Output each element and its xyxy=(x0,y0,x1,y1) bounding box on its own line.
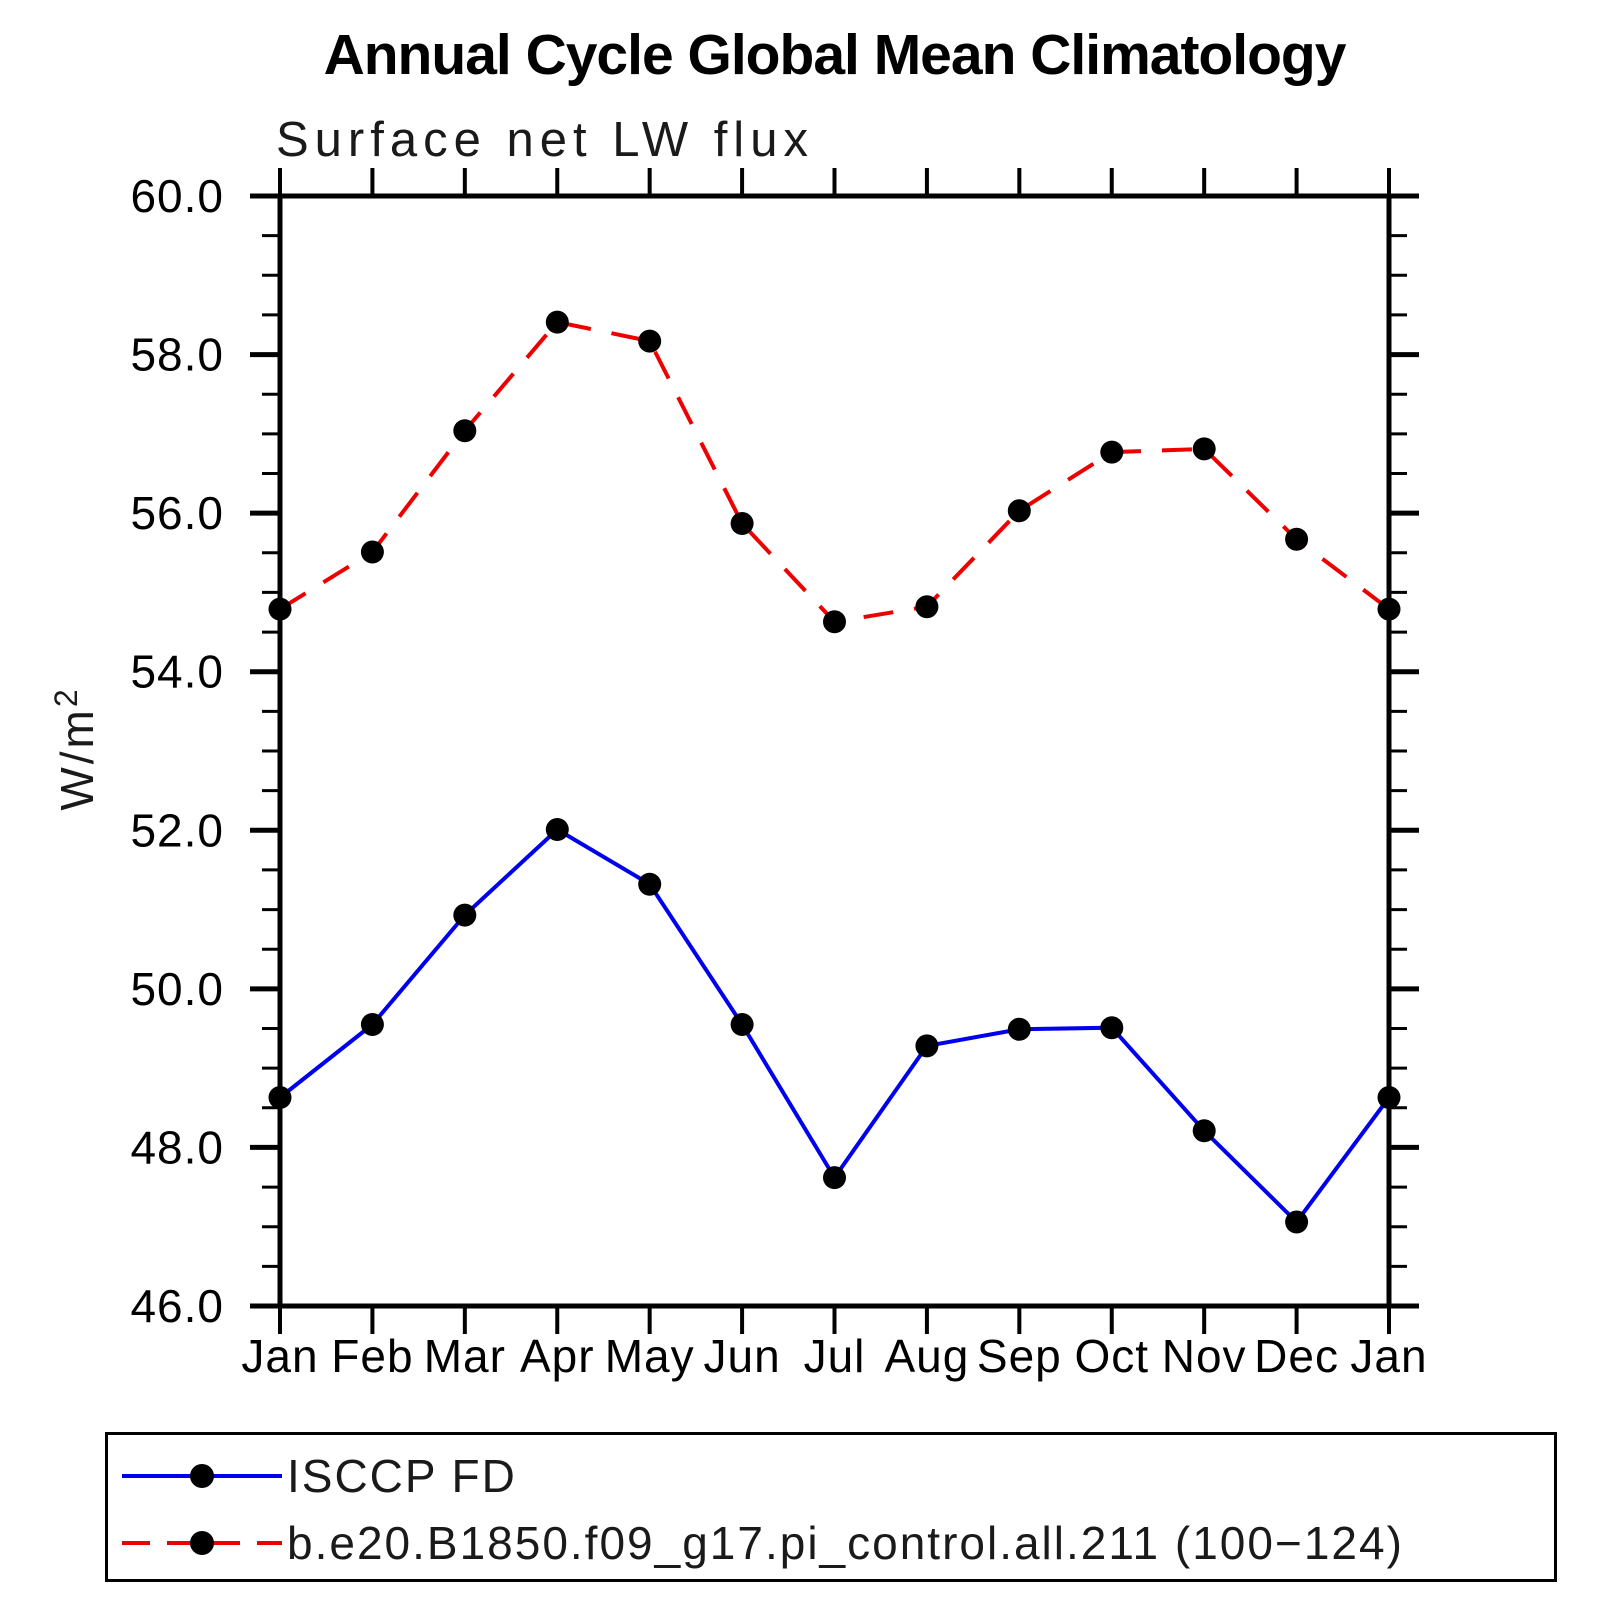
data-point xyxy=(360,540,384,564)
data-point xyxy=(638,872,662,896)
y-tick-label: 48.0 xyxy=(130,1121,224,1173)
legend-label-model: b.e20.B1850.f09_g17.pi_control.all.211 (… xyxy=(287,1517,1404,1569)
data-point xyxy=(545,310,569,334)
series-line-1 xyxy=(278,319,1391,624)
x-tick-label: Nov xyxy=(1162,1330,1247,1382)
data-point xyxy=(915,1034,939,1058)
data-point xyxy=(823,1166,846,1190)
y-tick-label: 46.0 xyxy=(130,1280,224,1332)
legend-marker-dot-icon xyxy=(190,1531,214,1555)
x-tick-label: Jul xyxy=(804,1330,866,1382)
chart-title: Annual Cycle Global Mean Climatology xyxy=(323,23,1347,87)
x-tick-label: Jun xyxy=(703,1330,780,1382)
legend-entry-isccp: ISCCP FD xyxy=(117,1450,517,1502)
y-tick-label: 56.0 xyxy=(130,487,224,539)
x-tick-label: Oct xyxy=(1074,1330,1149,1382)
data-point xyxy=(915,595,939,619)
data-point xyxy=(1285,1210,1309,1234)
data-point xyxy=(268,597,292,621)
series-line-0 xyxy=(278,827,1391,1226)
data-point xyxy=(453,903,477,927)
data-point xyxy=(453,419,477,443)
y-tick-label: 50.0 xyxy=(130,963,224,1015)
legend-entry-model: b.e20.B1850.f09_g17.pi_control.all.211 (… xyxy=(117,1517,1404,1569)
plot-frame xyxy=(277,193,1392,1309)
series-1 xyxy=(268,310,1401,634)
legend-line-sample-dashed xyxy=(122,1531,282,1555)
data-point xyxy=(1377,597,1401,621)
data-point xyxy=(268,1086,292,1109)
series-layer xyxy=(268,310,1401,1234)
axis-tick-labels: Jan Feb Mar Apr May Jun Jul Aug Sep Oct Nov Dec Jan4… xyxy=(130,170,1427,1382)
data-point xyxy=(823,610,846,634)
y-tick-label: 60.0 xyxy=(130,170,224,222)
x-tick-label: Feb xyxy=(331,1330,413,1382)
data-point xyxy=(1192,1119,1216,1143)
x-tick-label: Aug xyxy=(884,1330,969,1382)
data-point xyxy=(638,329,662,353)
data-point xyxy=(1192,437,1216,461)
x-tick-label: Jan xyxy=(1350,1330,1427,1382)
axis-ticks xyxy=(250,168,1419,1334)
y-tick-label: 52.0 xyxy=(130,804,224,856)
data-point xyxy=(1007,1017,1031,1041)
y-tick-label: 54.0 xyxy=(130,646,224,698)
chart-subtitle: Surface net LW flux xyxy=(276,113,814,167)
x-tick-label: May xyxy=(605,1330,695,1382)
x-tick-label: Mar xyxy=(424,1330,506,1382)
x-tick-label: Jan xyxy=(241,1330,318,1382)
data-point xyxy=(1100,440,1124,464)
legend-label-isccp: ISCCP FD xyxy=(287,1450,517,1502)
legend: ISCCP FD b.e20.B1850.f09_g17.pi_control.… xyxy=(105,1432,1557,1582)
series-0 xyxy=(268,818,1401,1234)
data-point xyxy=(1377,1086,1401,1109)
data-point xyxy=(360,1013,384,1036)
x-tick-label: Apr xyxy=(520,1330,595,1382)
data-point xyxy=(730,1013,754,1036)
axes xyxy=(277,193,1392,1309)
data-point xyxy=(730,512,754,535)
data-point xyxy=(545,818,569,841)
y-tick-label: 58.0 xyxy=(130,329,224,381)
x-tick-label: Dec xyxy=(1254,1330,1339,1382)
data-point xyxy=(1007,499,1031,523)
legend-line-sample-solid xyxy=(122,1464,282,1488)
x-tick-label: Sep xyxy=(977,1330,1062,1382)
legend-marker-dot-icon xyxy=(190,1464,214,1488)
data-point xyxy=(1100,1016,1124,1040)
data-point xyxy=(1285,527,1309,551)
